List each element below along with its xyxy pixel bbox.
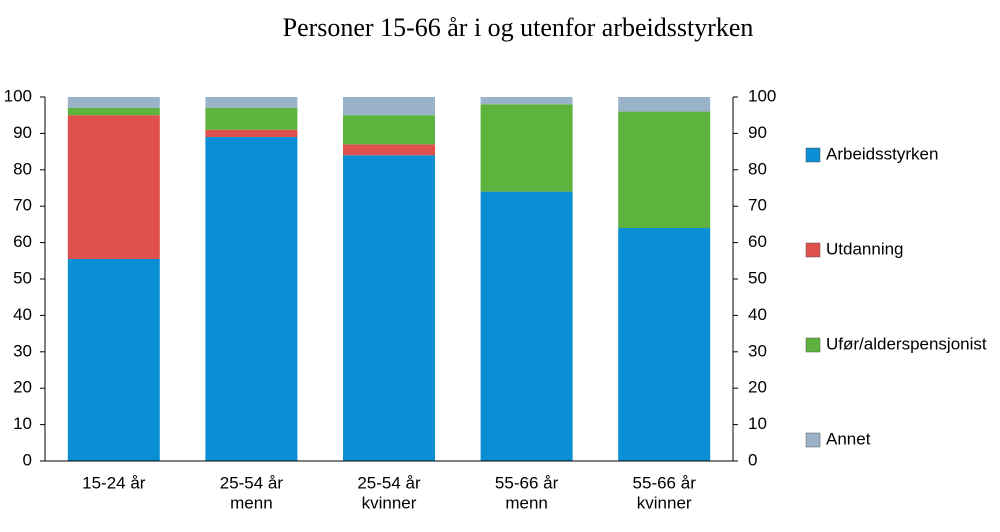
y2-tick-label: 70 [748,196,767,215]
bar-segment [618,97,711,112]
x-tick-label: kvinner [637,493,692,512]
legend-swatch [805,432,821,448]
legend-label: Arbeidsstyrken [826,144,938,163]
y-tick-label: 40 [13,305,32,324]
y-tick-label: 10 [13,414,32,433]
y2-tick-label: 10 [748,414,767,433]
bar-segment [480,104,573,192]
chart-title: Personer 15-66 år i og utenfor arbeidsst… [283,13,754,42]
bar-segment [67,258,160,461]
bar-segment [343,155,435,462]
bar-segment [205,97,298,108]
y-tick-label: 50 [13,268,32,287]
bar-segment [67,97,160,108]
y-tick-label: 80 [13,159,32,178]
bar-segment [205,137,298,462]
y2-tick-label: 30 [748,341,767,360]
y-tick-label: 60 [13,232,32,251]
legend-label: Ufør/alderspensjonist [826,334,987,353]
x-tick-label: 25-54 år [357,473,421,492]
legend-swatch [805,337,821,353]
y2-tick-label: 40 [748,305,767,324]
y2-tick-label: 50 [748,268,767,287]
x-tick-label: 15-24 år [82,473,146,492]
y2-tick-label: 90 [748,123,767,142]
legend-label: Utdanning [826,239,904,258]
x-tick-label: menn [505,493,548,512]
bar-segment [67,107,160,116]
bar-segment [480,97,573,105]
legend-label: Annet [826,429,871,448]
x-tick-label: menn [230,493,273,512]
x-tick-label: 55-66 år [633,473,697,492]
y-tick-label: 0 [23,450,32,469]
x-tick-label: kvinner [362,493,417,512]
y-tick-label: 90 [13,123,32,142]
legend-swatch [805,147,821,163]
bar-segment [343,144,435,156]
x-tick-label: 25-54 år [220,473,284,492]
bar-segment [67,115,160,259]
bar-segment [618,228,711,461]
y2-tick-label: 60 [748,232,767,251]
y-tick-label: 30 [13,341,32,360]
y2-tick-label: 100 [748,86,776,105]
bar-segment [205,129,298,138]
y-tick-label: 70 [13,196,32,215]
y2-tick-label: 80 [748,159,767,178]
y2-tick-label: 20 [748,378,767,397]
y-tick-label: 100 [4,86,32,105]
y-tick-label: 20 [13,378,32,397]
x-tick-label: 55-66 år [495,473,559,492]
y2-tick-label: 0 [748,450,757,469]
bar-segment [343,97,435,116]
bar-segment [343,115,435,145]
bar-segment [205,107,298,130]
bar-segment [618,111,711,229]
bar-segment [480,191,573,461]
legend-swatch [805,242,821,258]
